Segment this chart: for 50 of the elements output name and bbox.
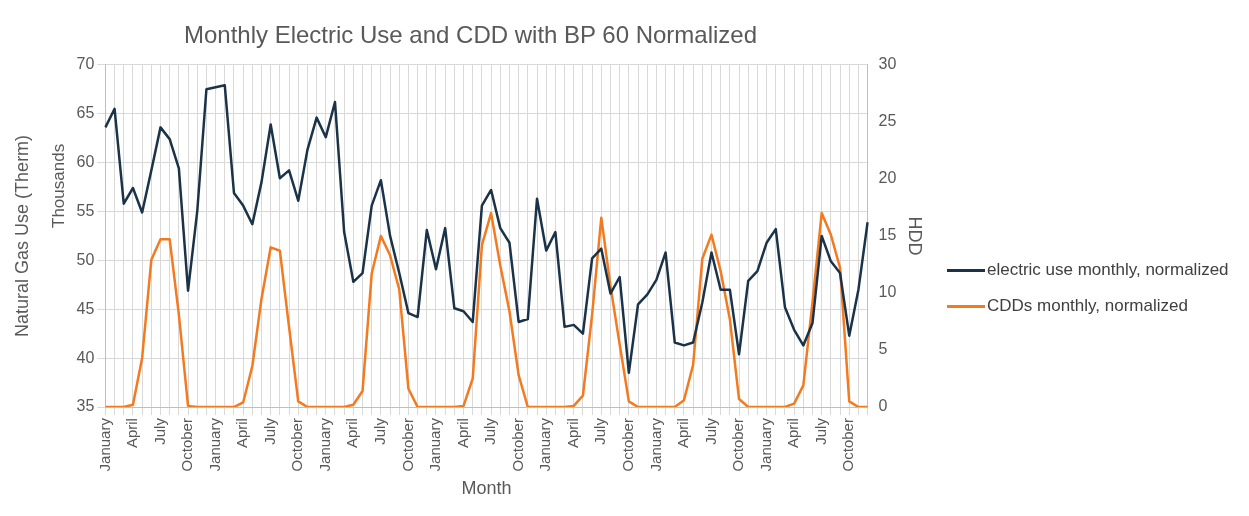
x-tick-label: October [839,418,857,472]
y2-tick-label: 25 [878,112,897,130]
x-tick-label: April [563,418,581,449]
y-tick-label: 35 [76,397,95,415]
x-tick-label: July [481,417,499,445]
x-tick-label: April [784,418,802,449]
y-tick-label: 55 [76,201,95,219]
x-tick-label: October [508,418,526,472]
x-tick-label: July [591,417,609,445]
y-tick-label: 65 [76,104,95,122]
x-tick-label: April [233,418,251,449]
x-tick-label: April [343,418,361,449]
x-tick-label: October [618,418,636,472]
legend-label: CDDs monthly, normalized [987,296,1188,316]
y-tick-label: 40 [76,348,95,366]
x-tick-label: October [288,418,306,472]
x-tick-label: January [426,417,444,472]
y2-tick-label: 0 [878,397,888,415]
x-tick-label: April [674,418,692,449]
y-tick-label: 60 [76,152,95,170]
x-tick-label: January [95,417,113,472]
x-tick-label: April [123,418,141,449]
x-tick-label: July [811,417,829,445]
x-tick-label: January [756,417,774,472]
y2-tick-label: 15 [878,226,897,244]
y-tick-label: 45 [76,299,95,317]
y2-tick-label: 10 [878,283,897,301]
x-tick-label: January [315,417,333,472]
y-axis-title: Natural Gas Use (Therm) [11,134,32,337]
x-tick-label: July [150,417,168,445]
y2-tick-label: 5 [878,340,888,358]
x-tick-label: January [205,417,223,472]
y2-axis-title: HDD [905,216,926,256]
x-tick-label: October [398,418,416,472]
y-tick-label: 70 [76,55,95,73]
x-tick-label: January [536,417,554,472]
x-tick-label: January [646,417,664,472]
x-tick-label: July [371,417,389,445]
x-tick-label: October [729,418,747,472]
y2-tick-label: 30 [878,55,897,73]
x-tick-label: April [453,418,471,449]
chart-title: Monthly Electric Use and CDD with BP 60 Normalized [183,21,758,49]
legend-label: electric use monthly, normalized [987,260,1229,280]
x-tick-label: July [701,417,719,445]
x-axis-title: Month [461,478,512,499]
y-tick-label: 50 [76,250,95,268]
text: Thousands [49,143,69,228]
y2-tick-label: 20 [878,169,897,187]
x-tick-label: October [178,418,196,472]
x-tick-label: July [260,417,278,445]
